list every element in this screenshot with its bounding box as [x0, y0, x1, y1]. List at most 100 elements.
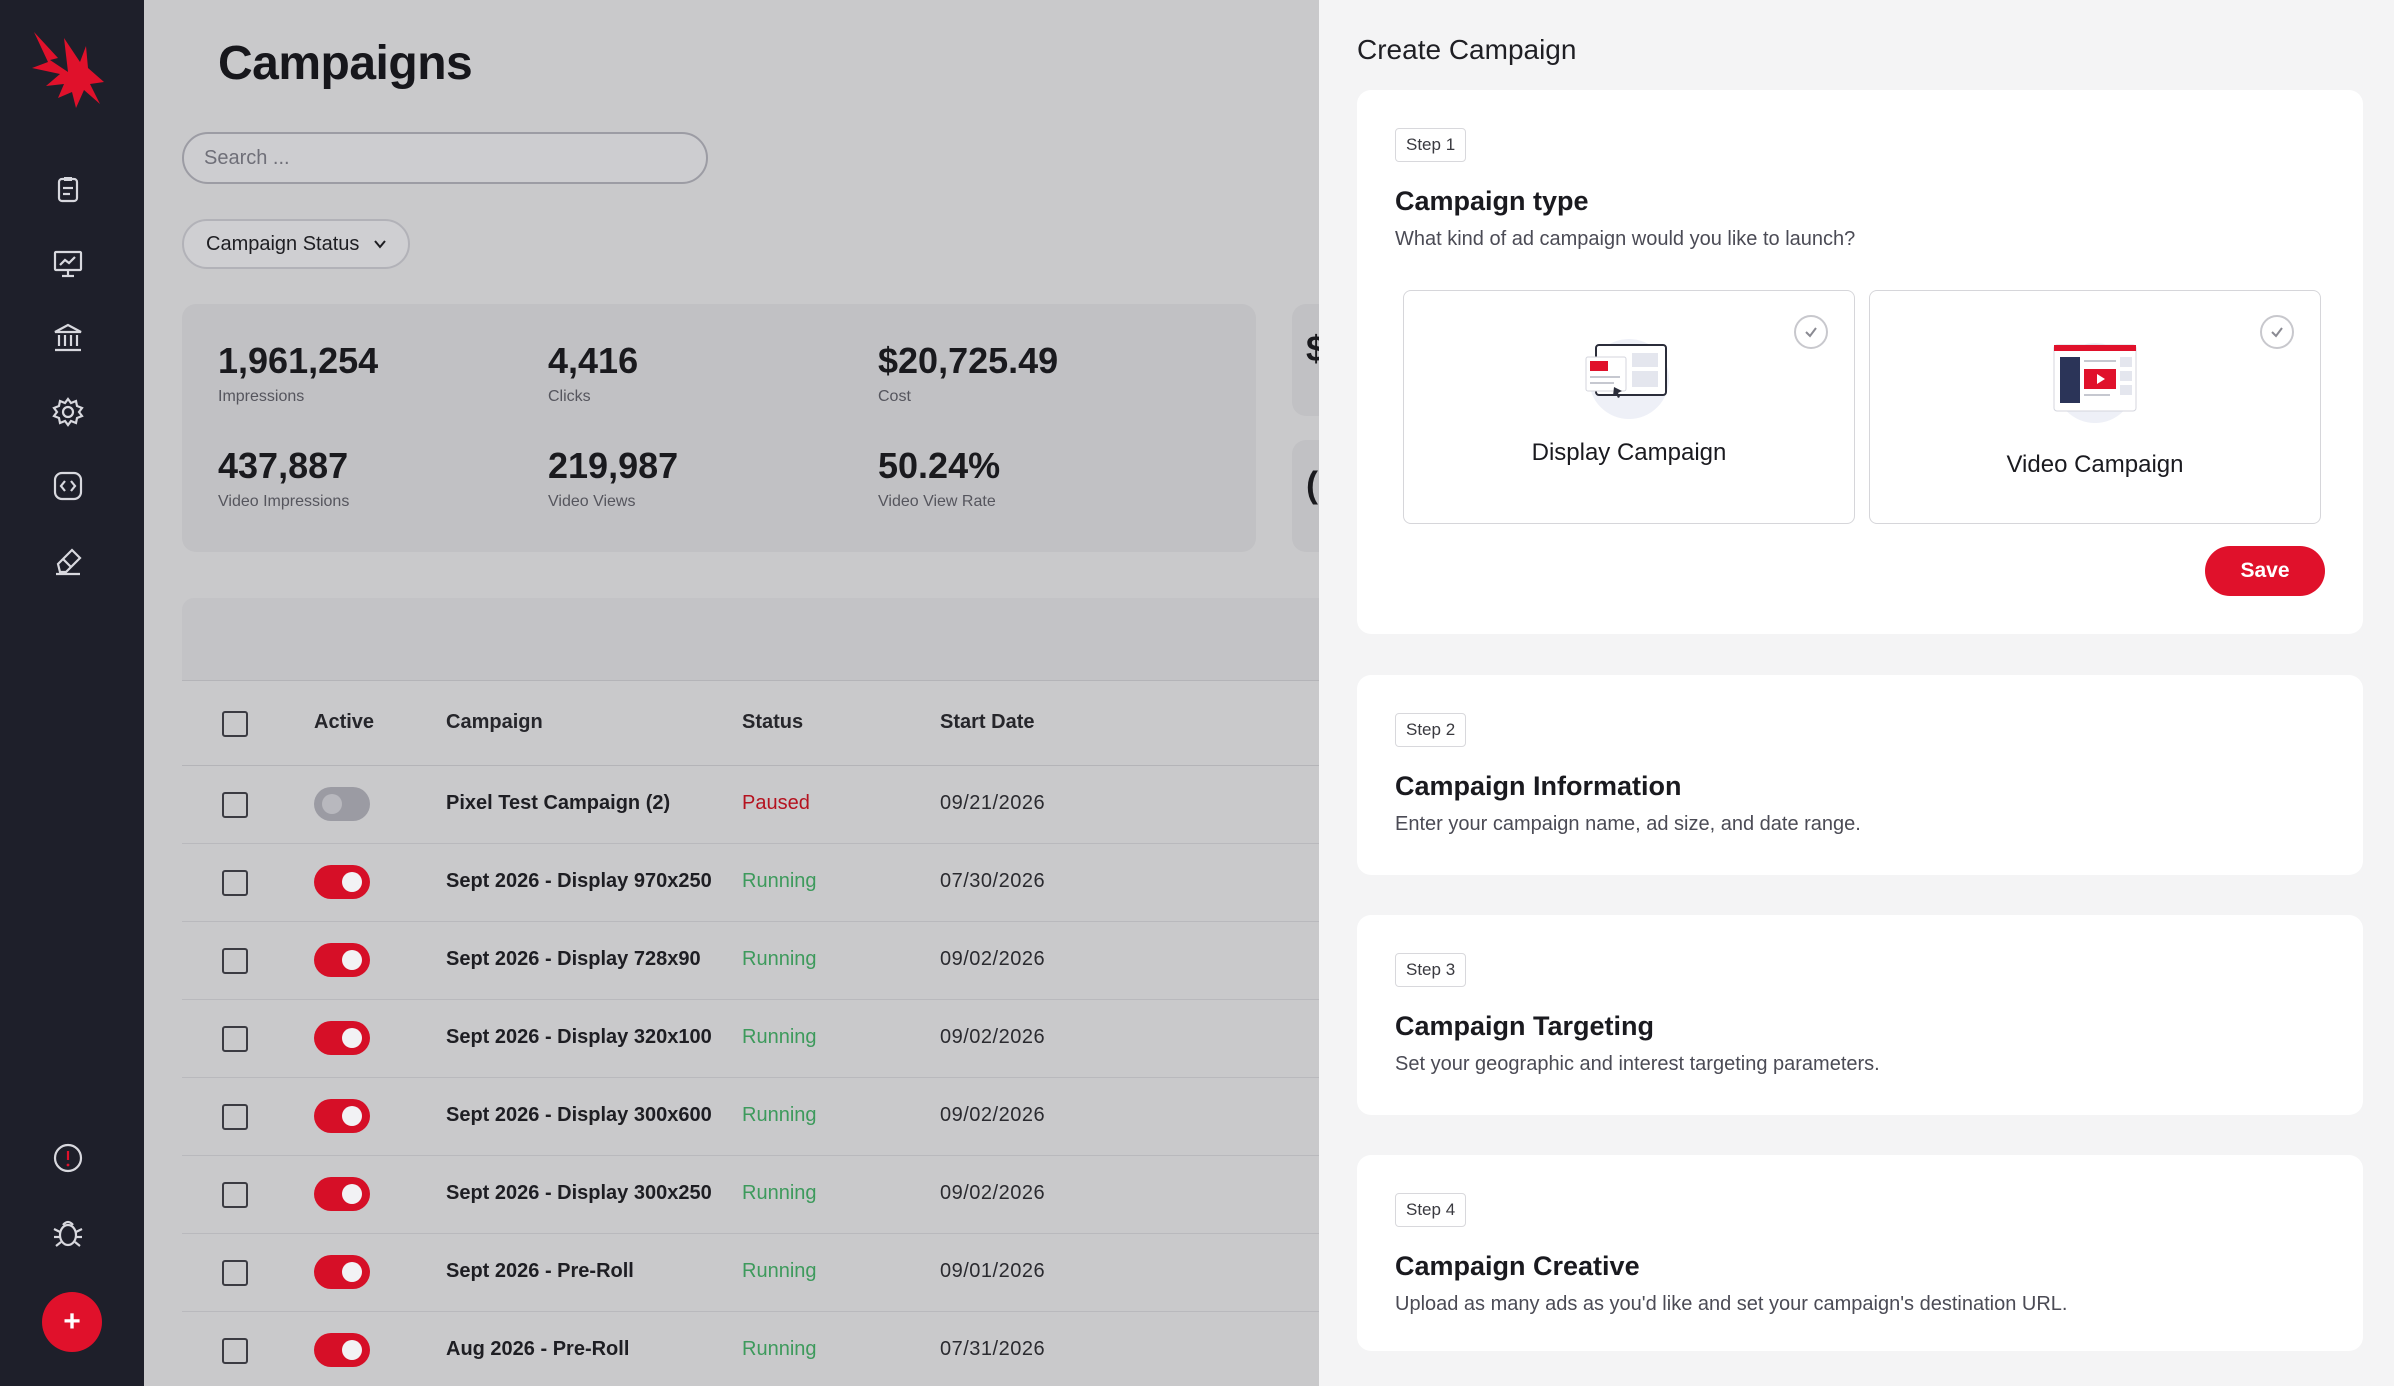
table-row[interactable]: Sept 2026 - Display 300x600 Running 09/02/…: [182, 1078, 1319, 1156]
alert-icon[interactable]: [48, 1138, 88, 1178]
campaign-status-dropdown[interactable]: Campaign Status: [182, 219, 410, 269]
step-title: Campaign Information: [1395, 771, 1682, 801]
campaign-start-date: 07/30/2026: [940, 870, 1046, 892]
active-toggle[interactable]: [314, 865, 370, 899]
campaign-start-date: 09/01/2026: [940, 1260, 1046, 1282]
active-toggle[interactable]: [314, 1021, 370, 1055]
campaign-name[interactable]: Sept 2026 - Pre-Roll: [446, 1260, 634, 1282]
gear-icon[interactable]: [48, 392, 88, 432]
campaign-status: Running: [742, 1104, 817, 1126]
step-badge: Step 2: [1395, 713, 1467, 747]
table-row[interactable]: Pixel Test Campaign (2) Paused 09/21/2026: [182, 766, 1319, 844]
toggle-knob: [322, 794, 342, 814]
create-campaign-fab[interactable]: +: [42, 1292, 102, 1352]
table-header: Active Campaign Status Start Date: [182, 680, 1319, 766]
stat-impressions: 1,961,254 Impressions: [218, 340, 378, 406]
campaign-name[interactable]: Sept 2026 - Display 970x250: [446, 870, 712, 892]
step-title: Campaign Targeting: [1395, 1011, 1655, 1041]
table-row[interactable]: Sept 2026 - Display 320x100 Running 09/02/…: [182, 1000, 1319, 1078]
active-toggle[interactable]: [314, 1099, 370, 1133]
display-campaign-option[interactable]: Display Campaign: [1403, 290, 1855, 524]
toggle-knob: [342, 950, 362, 970]
stat-value: 50.24%: [878, 445, 1001, 486]
row-checkbox[interactable]: [222, 870, 248, 896]
step-1-card: Step 1 Campaign type What kind of ad cam…: [1357, 90, 2363, 634]
row-checkbox[interactable]: [222, 1338, 248, 1364]
select-all-checkbox[interactable]: [222, 711, 248, 737]
bank-icon[interactable]: [48, 318, 88, 358]
stat-clicks: 4,416 Clicks: [548, 340, 638, 406]
row-checkbox[interactable]: [222, 1260, 248, 1286]
chevron-down-icon: [374, 240, 387, 249]
column-header-active[interactable]: Active: [314, 711, 375, 733]
toggle-knob: [342, 1106, 362, 1126]
save-button[interactable]: Save: [2205, 546, 2325, 596]
presentation-chart-icon[interactable]: [48, 244, 88, 284]
stat-video-views: 219,987 Video Views: [548, 445, 678, 511]
bug-icon[interactable]: [48, 1212, 88, 1252]
search-input[interactable]: [182, 132, 708, 184]
stat-video-view-rate: 50.24% Video View Rate: [878, 445, 1000, 511]
side-stat-value: (: [1306, 464, 1318, 505]
campaign-name[interactable]: Aug 2026 - Pre-Roll: [446, 1338, 630, 1360]
stat-cost: $20,725.49 Cost: [878, 340, 1058, 406]
campaign-name[interactable]: Pixel Test Campaign (2): [446, 792, 671, 814]
stat-label: Video View Rate: [878, 493, 996, 510]
side-stat-card: (: [1292, 440, 1319, 552]
campaign-start-date: 09/21/2026: [940, 792, 1046, 814]
active-toggle[interactable]: [314, 943, 370, 977]
table-row[interactable]: Sept 2026 - Display 970x250 Running 07/30/…: [182, 844, 1319, 922]
column-header-campaign[interactable]: Campaign: [446, 711, 543, 733]
video-campaign-option[interactable]: Video Campaign: [1869, 290, 2321, 524]
eraser-icon[interactable]: [48, 540, 88, 580]
row-checkbox[interactable]: [222, 1104, 248, 1130]
active-toggle[interactable]: [314, 1255, 370, 1289]
column-header-status[interactable]: Status: [742, 711, 804, 733]
stats-card: 1,961,254 Impressions 4,416 Clicks $20,7…: [182, 304, 1256, 552]
bird-logo-icon[interactable]: [28, 28, 108, 114]
campaign-name[interactable]: Sept 2026 - Display 728x90: [446, 948, 701, 970]
toggle-knob: [342, 1340, 362, 1360]
row-checkbox[interactable]: [222, 1182, 248, 1208]
display-campaign-label: Display Campaign: [1531, 439, 1727, 466]
step-4-card[interactable]: Step 4 Campaign Creative Upload as many …: [1357, 1155, 2363, 1351]
step-description: Upload as many ads as you'd like and set…: [1395, 1293, 2068, 1315]
stat-label: Impressions: [218, 388, 305, 405]
stat-value: 437,887: [218, 445, 349, 486]
check-circle-icon: [1794, 315, 1828, 349]
stat-video-impressions: 437,887 Video Impressions: [218, 445, 349, 511]
campaign-name[interactable]: Sept 2026 - Display 320x100: [446, 1026, 712, 1048]
table-row[interactable]: Sept 2026 - Display 300x250 Running 09/02/…: [182, 1156, 1319, 1234]
clipboard-icon[interactable]: [48, 170, 88, 210]
step-2-card[interactable]: Step 2 Campaign Information Enter your c…: [1357, 675, 2363, 875]
campaign-start-date: 07/31/2026: [940, 1338, 1046, 1360]
row-checkbox[interactable]: [222, 792, 248, 818]
toggle-knob: [342, 872, 362, 892]
campaign-status: Running: [742, 1026, 817, 1048]
row-checkbox[interactable]: [222, 948, 248, 974]
stat-label: Clicks: [548, 388, 591, 405]
table-row[interactable]: Sept 2026 - Pre-Roll Running 09/01/2026: [182, 1234, 1319, 1312]
campaign-name[interactable]: Sept 2026 - Display 300x600: [446, 1104, 712, 1126]
campaign-start-date: 09/02/2026: [940, 948, 1046, 970]
step-badge: Step 4: [1395, 1193, 1467, 1227]
campaign-status: Running: [742, 1338, 817, 1360]
column-header-start-date[interactable]: Start Date: [940, 711, 1035, 733]
campaign-name[interactable]: Sept 2026 - Display 300x250: [446, 1182, 712, 1204]
table-row[interactable]: Sept 2026 - Display 728x90 Running 09/02/2…: [182, 922, 1319, 1000]
active-toggle[interactable]: [314, 1333, 370, 1367]
stat-value: $20,725.49: [878, 340, 1059, 381]
stat-value: 4,416: [548, 340, 639, 381]
step-3-card[interactable]: Step 3 Campaign Targeting Set your geogr…: [1357, 915, 2363, 1115]
campaigns-main: Campaigns Campaign Status 1,961,254 Impr…: [144, 0, 1319, 1386]
campaign-start-date: 09/02/2026: [940, 1182, 1046, 1204]
active-toggle[interactable]: [314, 787, 370, 821]
campaign-status: Paused: [742, 792, 810, 814]
row-checkbox[interactable]: [222, 1026, 248, 1052]
sidebar: +: [0, 0, 144, 1386]
campaign-status: Running: [742, 870, 817, 892]
campaign-status: Running: [742, 1260, 817, 1282]
active-toggle[interactable]: [314, 1177, 370, 1211]
code-icon[interactable]: [48, 466, 88, 506]
table-row[interactable]: Aug 2026 - Pre-Roll Running 07/31/2026: [182, 1312, 1319, 1386]
